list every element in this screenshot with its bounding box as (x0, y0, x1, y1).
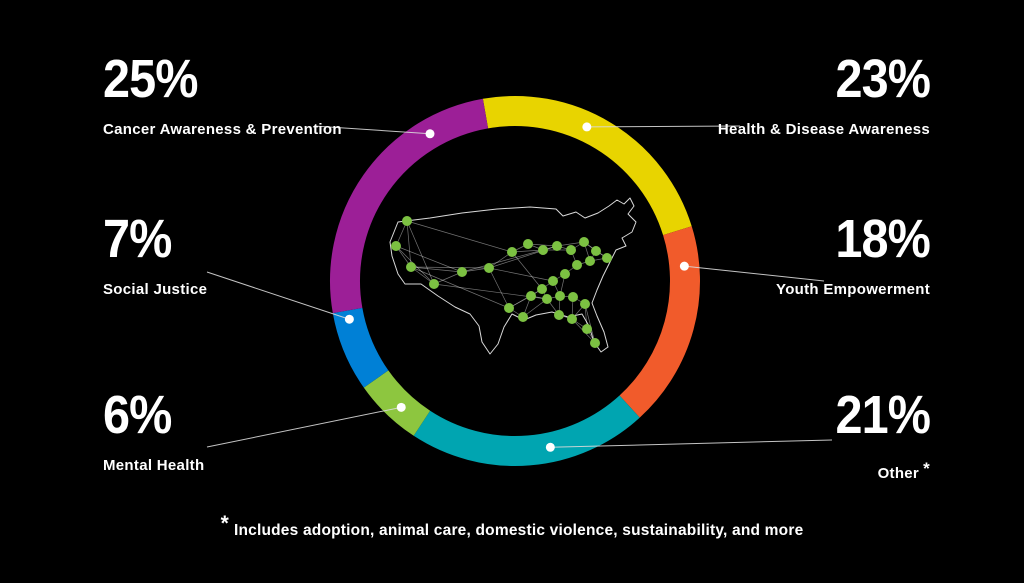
location-node (457, 267, 467, 277)
label-health: Health & Disease Awareness (717, 121, 930, 138)
callout-other: 21% Other * (825, 388, 930, 482)
leader-dot-social (344, 314, 354, 324)
network-link (406, 220, 435, 285)
network-link (406, 220, 513, 253)
leader-lines (206, 122, 833, 452)
location-node (572, 260, 582, 270)
label-mental: Mental Health (103, 457, 205, 474)
footnote: * Includes adoption, animal care, domesti… (0, 512, 1024, 540)
location-node (391, 241, 401, 251)
callout-cancer-awareness: 25% Cancer Awareness & Prevention (103, 52, 342, 138)
percent-youth: 18% (835, 209, 930, 269)
leader-line-health (586, 125, 741, 128)
percent-cancer: 25% (103, 49, 198, 109)
us-map-network (389, 197, 637, 355)
network-link (508, 288, 543, 309)
location-node (538, 245, 548, 255)
location-node (537, 284, 547, 294)
network-link (511, 249, 544, 253)
location-node (518, 312, 528, 322)
donut-segment-cancer-awareness-prevention (330, 98, 489, 314)
location-node (566, 245, 576, 255)
callout-youth-empowerment: 18% Youth Empowerment (776, 209, 931, 298)
label-youth: Youth Empowerment (776, 281, 930, 298)
location-node (406, 262, 416, 272)
donut-chart (330, 96, 700, 466)
footnote-text: Includes adoption, animal care, domestic… (233, 522, 804, 539)
location-node (552, 241, 562, 251)
donut-segment-other (413, 395, 640, 466)
location-node (555, 291, 565, 301)
donut-segment-mental-health (363, 370, 431, 436)
callout-health-disease: 23% Health & Disease Awareness (717, 49, 931, 138)
us-map-outline (389, 197, 637, 355)
location-node (548, 276, 558, 286)
network-link (410, 266, 490, 269)
location-node (568, 292, 578, 302)
label-social: Social Justice (103, 281, 208, 298)
network-link (410, 266, 510, 309)
percent-health: 23% (835, 49, 930, 109)
leader-dot-cancer (425, 129, 435, 139)
footnote-asterisk: * (220, 512, 229, 535)
leader-line-cancer (313, 125, 431, 135)
donut-segment-youth-empowerment (619, 226, 700, 418)
location-node (526, 291, 536, 301)
leader-line-mental (206, 406, 402, 448)
location-node (580, 299, 590, 309)
location-node (507, 247, 517, 257)
network-link (433, 271, 463, 285)
network-link (410, 266, 463, 273)
location-node (542, 294, 552, 304)
network-link (488, 267, 554, 282)
callout-mental-health: 6% Mental Health (103, 388, 204, 474)
callout-social-justice: 7% Social Justice (103, 212, 207, 298)
donut-segment-health-disease-awareness (482, 96, 692, 236)
percent-social: 7% (103, 209, 172, 269)
location-node (554, 310, 564, 320)
label-cancer: Cancer Awareness & Prevention (103, 121, 342, 138)
location-node (504, 303, 514, 313)
location-node (567, 314, 577, 324)
location-network (391, 216, 612, 348)
network-link (406, 220, 412, 268)
location-node (523, 239, 533, 249)
location-node (429, 279, 439, 289)
leader-dot-health (582, 122, 592, 132)
location-node (402, 216, 412, 226)
location-node (602, 253, 612, 263)
network-link (584, 303, 596, 344)
location-node (590, 338, 600, 348)
location-node (585, 256, 595, 266)
network-link (488, 267, 510, 309)
location-node (560, 269, 570, 279)
location-node (582, 324, 592, 334)
leader-line-youth (684, 265, 825, 282)
network-link (461, 249, 544, 273)
network-link (395, 245, 463, 273)
location-node (484, 263, 494, 273)
other-asterisk: * (923, 459, 930, 478)
label-other: Other * (877, 459, 930, 482)
network-link (511, 251, 543, 290)
percent-mental: 6% (103, 385, 172, 445)
percent-other: 21% (835, 385, 930, 445)
leader-dot-mental (396, 402, 406, 412)
location-node (591, 246, 601, 256)
leader-line-social (206, 271, 350, 320)
leader-dot-youth (679, 261, 689, 271)
leader-dot-other (545, 442, 555, 452)
location-node (579, 237, 589, 247)
leader-line-other (550, 439, 833, 448)
